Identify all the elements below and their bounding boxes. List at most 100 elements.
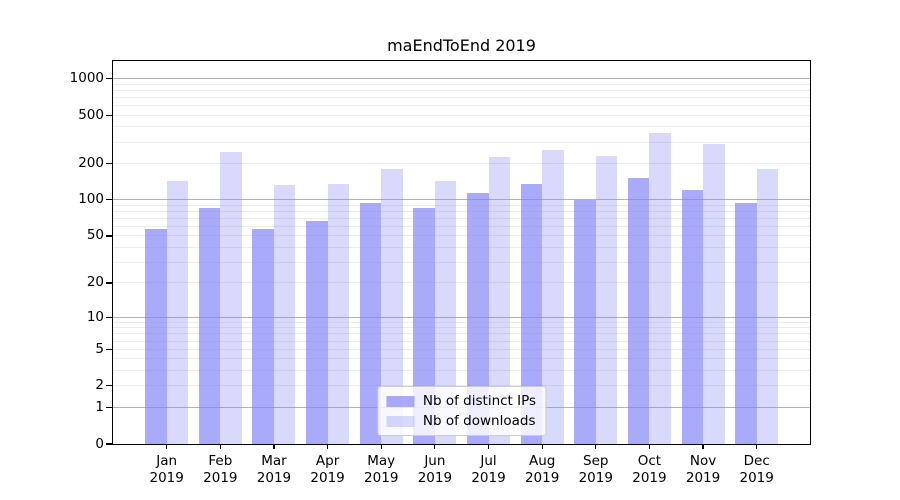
x-tick-label-jun: Jun 2019 (403, 453, 467, 487)
x-tick-month-jan: Jan (156, 453, 178, 469)
bar-downloads-jul (488, 156, 511, 444)
y-tick-label-1: 1 (95, 398, 104, 415)
y-tick-label-20: 20 (86, 274, 104, 291)
x-tick-label-aug: Aug 2019 (510, 453, 574, 487)
x-tick-label-may: May 2019 (349, 453, 413, 487)
x-tick-year-mar: 2019 (256, 470, 292, 486)
x-tick-year-oct: 2019 (632, 470, 667, 486)
minor-gridline-7 (113, 333, 810, 335)
x-tick-year-jan: 2019 (149, 470, 184, 486)
minor-gridline-9 (113, 321, 810, 323)
minor-gridline-500 (113, 114, 810, 116)
x-tick-month-feb: Feb (208, 453, 233, 469)
chart-title: maEndToEnd 2019 (387, 36, 536, 55)
minor-gridline-900 (113, 83, 810, 85)
x-tick-month-may: May (367, 453, 396, 469)
x-tick-mark-apr (327, 445, 329, 449)
minor-gridline-60 (113, 226, 810, 227)
bar-downloads-jun (434, 181, 457, 444)
bar-distinct-ips-mar (252, 229, 274, 444)
minor-gridline-5 (113, 348, 810, 350)
bar-downloads-may (381, 168, 403, 444)
bar-distinct-ips-feb (198, 208, 221, 444)
x-tick-month-mar: Mar (261, 453, 287, 469)
x-tick-label-sep: Sep 2019 (564, 453, 628, 487)
y-tick-label-500: 500 (78, 106, 104, 123)
minor-gridline-8 (113, 327, 810, 329)
bar-downloads-sep (595, 156, 618, 444)
x-tick-label-feb: Feb 2019 (188, 453, 252, 487)
y-tick-mark-100 (106, 199, 112, 201)
y-tick-mark-5 (106, 348, 112, 350)
minor-gridline-3 (113, 370, 810, 372)
y-tick-label-2: 2 (95, 377, 104, 394)
bar-downloads-dec (756, 168, 779, 444)
minor-gridline-70 (113, 217, 810, 219)
y-tick-label-10: 10 (86, 308, 104, 325)
bar-downloads-feb (220, 151, 242, 444)
y-tick-mark-10 (106, 316, 112, 318)
bar-distinct-ips-jun (413, 208, 435, 444)
x-tick-mark-oct (648, 445, 650, 449)
legend-swatch-distinct-ips (385, 395, 414, 407)
bar-downloads-oct (649, 132, 671, 444)
y-tick-label-0: 0 (95, 435, 104, 452)
bar-downloads-jan (166, 180, 189, 444)
legend-label-downloads: Nb of downloads (422, 413, 536, 429)
x-tick-month-oct: Oct (637, 453, 662, 469)
minor-gridline-600 (113, 104, 810, 106)
minor-gridline-20 (113, 282, 810, 284)
bar-distinct-ips-apr (306, 220, 328, 444)
x-tick-year-sep: 2019 (578, 470, 613, 486)
y-tick-label-50: 50 (86, 227, 104, 244)
y-tick-mark-20 (106, 282, 112, 284)
major-gridline-100 (113, 199, 810, 201)
major-gridline-1000 (113, 77, 810, 79)
legend-label-distinct-ips: Nb of distinct IPs (422, 393, 537, 409)
x-tick-mark-jul (487, 445, 490, 449)
x-tick-mark-sep (595, 445, 597, 449)
legend: Nb of distinct IPs Nb of downloads (376, 386, 547, 436)
x-tick-mark-jan (166, 445, 168, 449)
x-tick-label-jul: Jul 2019 (457, 453, 521, 487)
bar-distinct-ips-nov (681, 189, 704, 444)
legend-item-distinct-ips: Nb of distinct IPs (385, 393, 537, 409)
y-tick-label-100: 100 (78, 191, 104, 208)
minor-gridline-50 (113, 235, 810, 237)
minor-gridline-40 (113, 247, 810, 249)
minor-gridline-200 (113, 162, 810, 164)
bar-distinct-ips-jul (467, 193, 489, 444)
minor-gridline-4 (113, 358, 810, 360)
y-tick-label-1000: 1000 (69, 69, 104, 86)
x-tick-year-dec: 2019 (739, 470, 774, 486)
bar-distinct-ips-may (359, 202, 382, 444)
minor-gridline-30 (113, 261, 810, 263)
x-tick-mark-aug (541, 445, 543, 449)
plot-area: Nb of distinct IPs Nb of downloads (112, 60, 811, 445)
x-tick-month-aug: Aug (528, 453, 556, 469)
x-tick-mark-dec (756, 445, 758, 449)
x-tick-month-jul: Jul (480, 453, 497, 469)
major-gridline-10 (113, 316, 810, 318)
x-tick-month-dec: Dec (743, 453, 770, 469)
x-tick-month-jun: Jun (424, 453, 446, 469)
bar-distinct-ips-aug (520, 184, 543, 444)
minor-gridline-300 (113, 141, 810, 143)
minor-gridline-400 (113, 126, 810, 128)
legend-swatch-downloads (385, 415, 414, 427)
y-tick-mark-200 (106, 162, 112, 164)
x-tick-label-nov: Nov 2019 (671, 453, 735, 487)
x-tick-month-sep: Sep (583, 453, 609, 469)
x-tick-month-apr: Apr (315, 453, 340, 469)
bar-distinct-ips-oct (627, 178, 650, 444)
x-tick-year-may: 2019 (364, 470, 399, 486)
x-tick-label-apr: Apr 2019 (296, 453, 360, 487)
y-tick-mark-1 (106, 406, 112, 408)
bar-downloads-mar (273, 184, 296, 444)
bar-downloads-apr (327, 184, 350, 444)
x-tick-mark-feb (219, 445, 221, 449)
x-tick-year-apr: 2019 (310, 470, 345, 486)
bar-distinct-ips-dec (735, 202, 757, 444)
y-tick-mark-500 (106, 114, 112, 116)
y-tick-mark-2 (106, 385, 112, 387)
